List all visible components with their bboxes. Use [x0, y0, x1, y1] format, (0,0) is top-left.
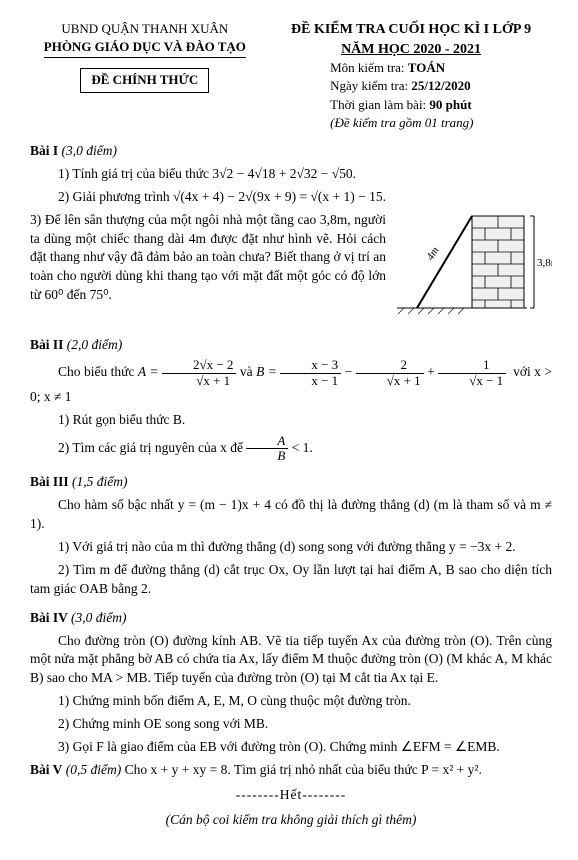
- note-row: (Đề kiểm tra gồm 01 trang): [330, 114, 552, 132]
- bai4-p3: 3) Gọi F là giao điểm của EB với đường t…: [30, 738, 552, 757]
- bai3-p2: 2) Tìm m để đường thẳng (d) cắt trục Ox,…: [30, 561, 552, 599]
- bai2-q1: 1) Rút gọn biểu thức B.: [30, 411, 552, 430]
- bai4-p0: Cho đường tròn (O) đường kính AB. Vẽ tia…: [30, 632, 552, 689]
- het-line: --------Hết--------: [30, 786, 552, 805]
- bai5: Bài V (0,5 điểm) Cho x + y + xy = 8. Tìm…: [30, 761, 552, 780]
- bai3-title: Bài III (1,5 điểm): [30, 473, 552, 492]
- footer-note: (Cán bộ coi kiểm tra không giải thích gì…: [30, 811, 552, 830]
- bai1-q2: 2) Giải phương trình √(4x + 4) − 2√(9x +…: [30, 188, 552, 207]
- bai4-p2: 2) Chứng minh OE song song với MB.: [30, 715, 552, 734]
- exam-title: ĐỀ KIỂM TRA CUỐI HỌC KÌ I LỚP 9: [270, 20, 552, 40]
- bai2-title: Bài II (2,0 điểm): [30, 336, 552, 355]
- org-line2: PHÒNG GIÁO DỤC VÀ ĐÀO TẠO: [44, 38, 246, 58]
- subject-row: Môn kiểm tra: TOÁN: [330, 59, 552, 77]
- official-box: ĐỀ CHÍNH THỨC: [80, 68, 209, 92]
- year-title: NĂM HỌC 2020 - 2021: [270, 40, 552, 60]
- bai1-title: Bài I (3,0 điểm): [30, 142, 552, 161]
- bai4-p1: 1) Chứng minh bốn điểm A, E, M, O cùng t…: [30, 692, 552, 711]
- bai1-q1: 1) Tính giá trị của biểu thức 3√2 − 4√18…: [30, 165, 552, 184]
- bai2-q2: 2) Tìm các giá trị nguyên của x để AB < …: [30, 434, 552, 464]
- org-line1: UBND QUẬN THANH XUÂN: [30, 20, 260, 38]
- bai3-p0: Cho hàm số bậc nhất y = (m − 1)x + 4 có …: [30, 496, 552, 534]
- bai3-p1: 1) Với giá trị nào của m thì đường thẳng…: [30, 538, 552, 557]
- svg-text:3,8m: 3,8m: [537, 257, 552, 269]
- time-row: Thời gian làm bài: 90 phút: [330, 96, 552, 114]
- bai2-intro: Cho biểu thức A = 2√x − 2√x + 1 và B = x…: [30, 358, 552, 406]
- date-row: Ngày kiểm tra: 25/12/2020: [330, 77, 552, 95]
- svg-text:4m: 4m: [424, 244, 441, 262]
- ladder-figure: 4m 3,8m: [392, 211, 552, 322]
- bai4-title: Bài IV (3,0 điểm): [30, 609, 552, 628]
